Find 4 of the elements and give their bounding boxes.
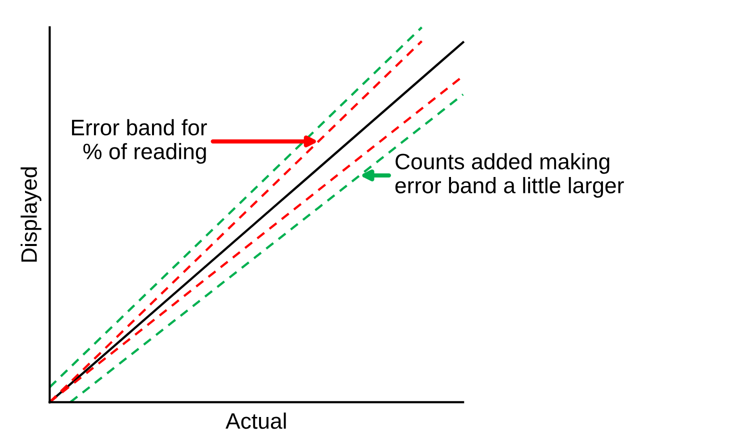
y-axis-title: Displayed: [20, 167, 42, 262]
annotation: Counts added making error band a little larger: [395, 153, 624, 198]
annotation: Error band for % of reading: [72, 119, 207, 164]
x-axis-title: Actual: [226, 412, 286, 429]
